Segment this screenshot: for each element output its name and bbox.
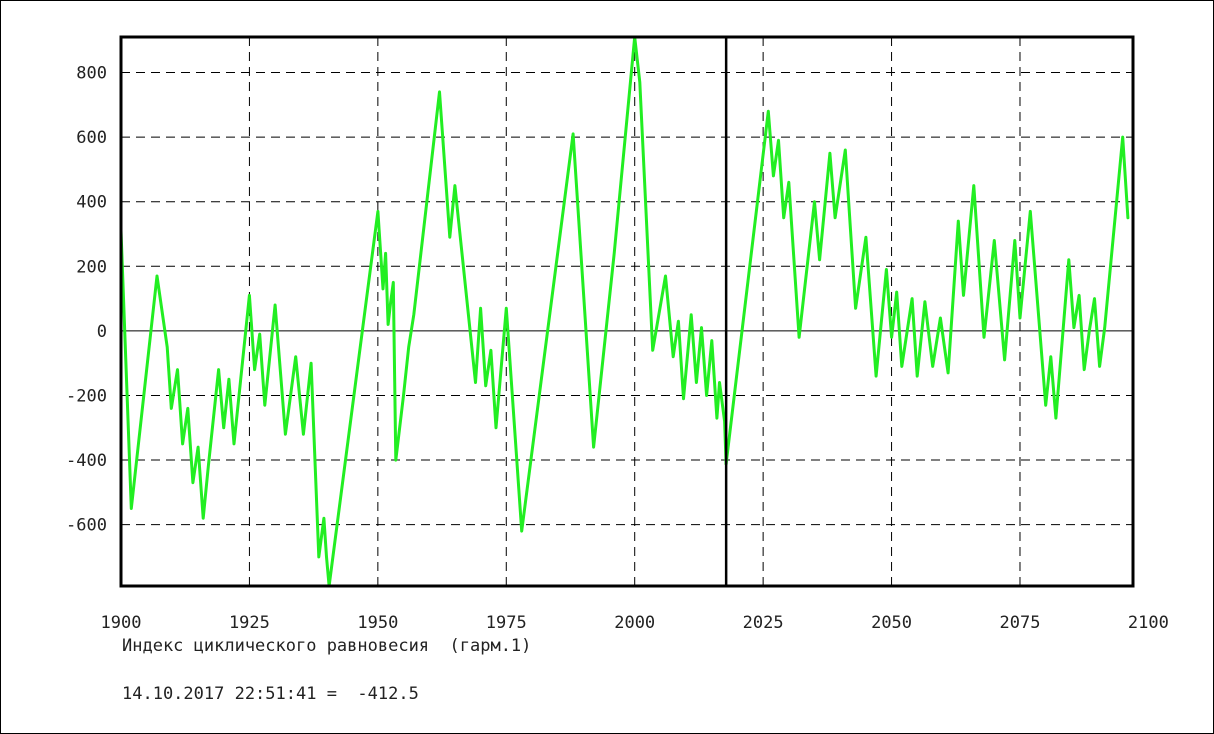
- series-line-2: [724, 109, 1130, 466]
- y-tick-label: 200: [76, 257, 107, 277]
- x-tick-label: 1900: [101, 613, 142, 633]
- y-tick-label: -600: [66, 516, 107, 536]
- y-tick-label: 400: [76, 193, 107, 213]
- plot-frame: [119, 35, 1135, 588]
- value-readout: 14.10.2017 22:51:41 = -412.5: [122, 684, 419, 704]
- x-tick-label: 2050: [871, 613, 912, 633]
- x-tick-label: 2100: [1128, 613, 1169, 633]
- y-tick-label: -400: [66, 451, 107, 471]
- series-group: [119, 35, 1130, 588]
- x-tick-label: 1950: [357, 613, 398, 633]
- y-tick-label: 800: [76, 64, 107, 84]
- y-tick-label: 0: [97, 322, 107, 342]
- y-tick-label: 600: [76, 128, 107, 148]
- x-tick-label: 1925: [229, 613, 270, 633]
- y-tick-label: -200: [66, 386, 107, 406]
- plot-frame-group: [119, 35, 1135, 588]
- x-tick-label: 1975: [486, 613, 527, 633]
- x-tick-label: 2075: [1000, 613, 1041, 633]
- chart-title: Индекс циклического равновесия (гарм.1): [122, 636, 532, 656]
- y-tick-labels: -600 -400 -200 0 200 400 600 800: [66, 64, 107, 536]
- x-tick-label: 2000: [614, 613, 655, 633]
- x-tick-labels: 1900 1925 1950 1975 2000 2025 2050 2075 2100: [101, 613, 1169, 633]
- series-line-1: [119, 35, 728, 588]
- x-tick-label: 2025: [743, 613, 784, 633]
